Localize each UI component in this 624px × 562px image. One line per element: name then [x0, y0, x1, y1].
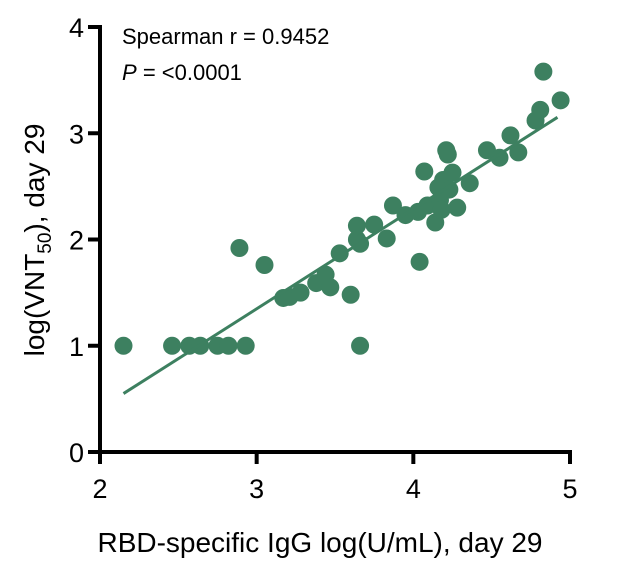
point [531, 100, 550, 119]
point [114, 336, 133, 355]
point [236, 336, 255, 355]
spearman-annotation: Spearman r = 0.9452 [122, 24, 329, 49]
point [321, 278, 340, 297]
point [509, 143, 528, 162]
point [219, 336, 238, 355]
x-tick-label: 5 [562, 474, 577, 504]
point [291, 283, 310, 302]
point [230, 239, 249, 257]
x-tick-label: 2 [92, 474, 107, 504]
y-label-post: ), day 29 [19, 124, 50, 233]
point [432, 200, 451, 219]
point [365, 215, 384, 234]
x-tick-label: 3 [249, 474, 264, 504]
y-tick-label: 4 [69, 13, 84, 43]
p-value: = <0.0001 [143, 60, 242, 85]
point [415, 162, 434, 181]
point [341, 285, 360, 304]
point [377, 229, 396, 248]
y-axis-label: log(VNT50), day 29 [19, 124, 56, 357]
y-label-sub: 50 [35, 233, 56, 254]
point [534, 62, 553, 81]
point [351, 336, 370, 355]
point [460, 174, 479, 193]
point [163, 336, 182, 355]
point [347, 216, 366, 235]
y-tick-label: 3 [69, 119, 84, 149]
point [440, 180, 459, 199]
point [410, 252, 429, 271]
p-symbol: P [122, 60, 137, 85]
point [438, 145, 457, 164]
x-axis-label: RBD-specific IgG log(U/mL), day 29 [97, 527, 542, 558]
point [448, 198, 467, 217]
point [443, 163, 462, 182]
y-tick-label: 2 [69, 226, 84, 256]
point [551, 91, 570, 110]
point [501, 126, 520, 145]
point [255, 256, 274, 274]
y-label-pre: log(VNT [19, 254, 50, 357]
y-tick-label: 1 [69, 332, 84, 362]
point [383, 196, 402, 215]
point [490, 148, 509, 167]
regression-line [122, 116, 559, 395]
y-tick-label: 0 [69, 438, 84, 468]
p-annotation: P = <0.0001 [122, 60, 242, 85]
x-tick-label: 4 [406, 474, 421, 504]
